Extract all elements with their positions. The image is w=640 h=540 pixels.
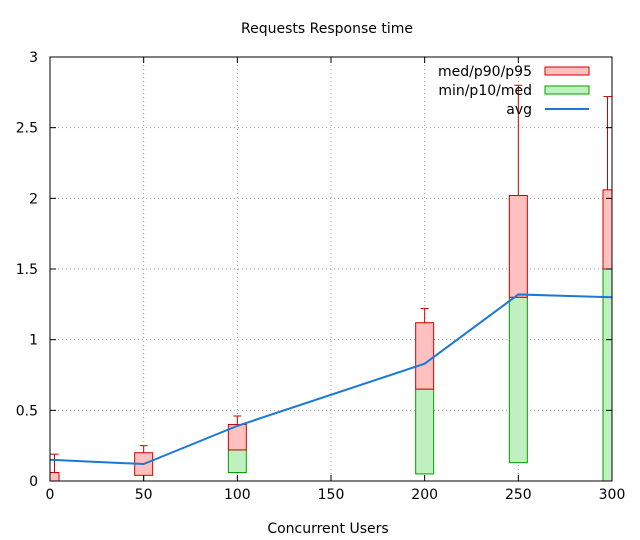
- upper-box: [49, 472, 60, 482]
- legend-swatch-upper: [544, 66, 590, 76]
- y-tick-label: 1: [29, 333, 38, 349]
- x-tick-label: 250: [505, 487, 532, 503]
- y-tick-label: 2: [29, 191, 38, 207]
- lower-box: [415, 388, 435, 475]
- box-group: [415, 308, 435, 475]
- legend-label-lower: min/p10/med: [438, 83, 532, 99]
- x-tick-label: 300: [599, 487, 626, 503]
- x-ticks: 0 50 100 150 200 250 300: [46, 57, 626, 503]
- legend-swatch-lower: [544, 85, 590, 95]
- x-tick-label: 50: [135, 487, 153, 503]
- x-tick-label: 200: [411, 487, 438, 503]
- legend-label-avg: avg: [506, 102, 532, 118]
- x-axis-label: Concurrent Users: [267, 521, 388, 537]
- box-group: [508, 84, 528, 464]
- x-tick-label: 0: [46, 487, 55, 503]
- box-group: [602, 96, 613, 482]
- y-ticks: 0 0.5 1 1.5 2 2.5 3: [16, 50, 612, 490]
- y-tick-label: 2.5: [16, 121, 38, 137]
- upper-box: [415, 322, 435, 390]
- upper-box: [227, 423, 247, 451]
- y-tick-label: 0.5: [16, 403, 38, 419]
- lower-box: [602, 268, 613, 482]
- avg-line-layer: [49, 293, 613, 466]
- box-group: [49, 453, 60, 482]
- y-tick-label: 3: [29, 50, 38, 66]
- upper-box: [602, 189, 613, 270]
- box-group: [227, 415, 247, 474]
- y-tick-label: 1.5: [16, 262, 38, 278]
- legend: med/p90/p95 min/p10/med avg: [438, 64, 590, 118]
- avg-series-line: [49, 293, 613, 466]
- x-tick-label: 100: [224, 487, 251, 503]
- y-tick-label: 0: [29, 474, 38, 490]
- chart-title: Requests Response time: [241, 21, 413, 37]
- lower-box: [227, 449, 247, 474]
- upper-box: [508, 195, 528, 298]
- boxes-layer: [49, 84, 613, 482]
- lower-box: [508, 296, 528, 464]
- legend-label-upper: med/p90/p95: [438, 64, 532, 80]
- x-tick-label: 150: [318, 487, 345, 503]
